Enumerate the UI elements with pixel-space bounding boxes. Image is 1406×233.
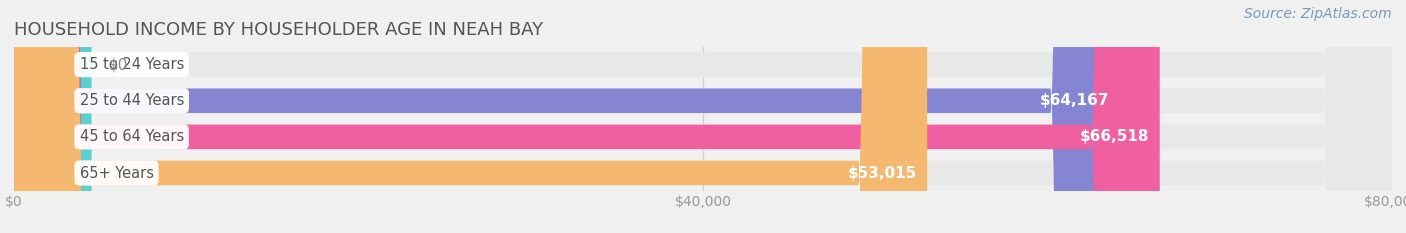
Text: 15 to 24 Years: 15 to 24 Years	[80, 57, 184, 72]
Text: 65+ Years: 65+ Years	[80, 165, 153, 181]
FancyBboxPatch shape	[14, 0, 1392, 233]
FancyBboxPatch shape	[14, 0, 1160, 233]
FancyBboxPatch shape	[14, 0, 1392, 233]
FancyBboxPatch shape	[14, 0, 1119, 233]
Text: $0: $0	[108, 57, 128, 72]
Text: 25 to 44 Years: 25 to 44 Years	[80, 93, 184, 108]
Text: 45 to 64 Years: 45 to 64 Years	[80, 129, 184, 144]
Text: Source: ZipAtlas.com: Source: ZipAtlas.com	[1244, 7, 1392, 21]
Text: HOUSEHOLD INCOME BY HOUSEHOLDER AGE IN NEAH BAY: HOUSEHOLD INCOME BY HOUSEHOLDER AGE IN N…	[14, 21, 543, 39]
FancyBboxPatch shape	[14, 0, 1392, 233]
Text: $66,518: $66,518	[1080, 129, 1149, 144]
FancyBboxPatch shape	[14, 0, 1392, 233]
FancyBboxPatch shape	[14, 0, 927, 233]
Text: $53,015: $53,015	[848, 165, 917, 181]
FancyBboxPatch shape	[14, 0, 91, 233]
Text: $64,167: $64,167	[1039, 93, 1109, 108]
